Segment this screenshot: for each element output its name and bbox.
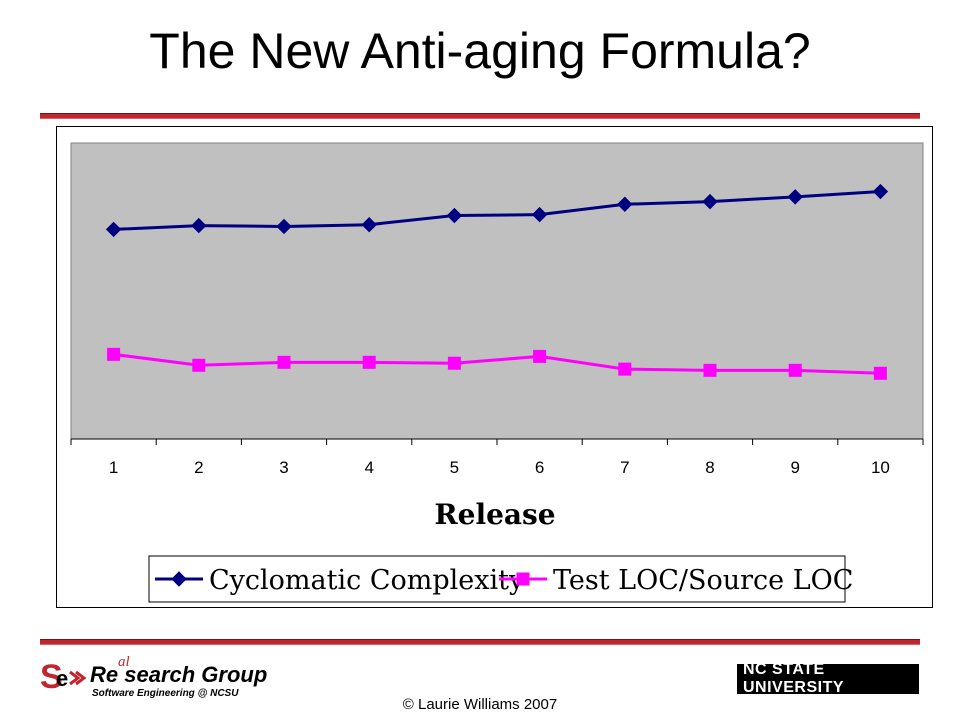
slide-title: The New Anti-aging Formula?	[149, 23, 811, 79]
data-point-square	[533, 349, 547, 363]
data-point-diamond	[617, 196, 633, 212]
copyright-footer: © Laurie Williams 2007	[402, 696, 558, 713]
research-group-logo: S e Re search Group al Software Engineer…	[40, 654, 267, 699]
data-point-diamond	[171, 571, 187, 587]
data-point-diamond	[191, 217, 207, 234]
top-divider	[40, 113, 920, 119]
data-point-diamond	[446, 207, 463, 224]
series-line-1	[113, 190, 881, 231]
data-point-square	[192, 358, 206, 372]
series-line-2	[113, 352, 881, 375]
data-point-diamond	[872, 183, 889, 200]
logo-chevron-icon	[69, 670, 87, 686]
x-tick-label: 2	[194, 458, 203, 477]
data-point-square	[873, 366, 887, 380]
data-point-diamond	[702, 193, 718, 210]
x-axis-label: Release	[434, 498, 555, 531]
chart-frame: 1 2 3 4 5 6 7 8 9 10 Release Cyclomatic Complexit…	[56, 126, 933, 608]
data-point-square	[703, 363, 717, 377]
x-tick-label: 7	[620, 458, 629, 477]
x-tick-label: 1	[109, 458, 118, 477]
bottom-divider	[40, 639, 920, 645]
x-tick-label: 3	[279, 458, 288, 477]
plot-area	[70, 142, 924, 440]
logo-group-name: Re search Group	[90, 662, 267, 687]
x-tick-label: 10	[871, 458, 890, 477]
legend-box	[148, 555, 846, 603]
data-point-square	[107, 347, 121, 361]
x-tick-label: 8	[705, 458, 714, 477]
x-tick-label: 9	[790, 458, 799, 477]
chart-legend: Cyclomatic Complexity Test LOC/Source LOC	[148, 555, 853, 603]
x-tick-label: 5	[450, 458, 459, 477]
data-point-diamond	[787, 189, 803, 205]
logo-group-letters: al	[118, 654, 130, 670]
x-axis-ticks	[70, 439, 924, 445]
x-tick-label: 4	[364, 458, 373, 477]
x-axis-tick-labels: 1 2 3 4 5 6 7 8 9 10	[109, 458, 890, 477]
data-point-diamond	[105, 221, 122, 238]
logo-subtitle: Software Engineering @ NCSU	[92, 688, 239, 699]
logo-s-mark: S	[40, 658, 63, 696]
logo-e-mark: e	[56, 666, 68, 691]
data-point-diamond	[276, 218, 292, 235]
x-tick-label: 6	[535, 458, 544, 477]
data-point-square	[362, 355, 376, 369]
nc-state-logo: NC STATE UNIVERSITY	[736, 658, 920, 700]
data-point-square	[516, 572, 530, 586]
nc-state-logo-text: NC STATE UNIVERSITY	[736, 658, 920, 700]
data-point-square	[277, 355, 291, 369]
data-point-square	[447, 356, 461, 370]
data-point-square	[618, 362, 632, 376]
legend-label-2: Test LOC/Source LOC	[553, 565, 853, 596]
data-point-diamond	[531, 206, 548, 223]
series-layer	[105, 183, 889, 380]
data-point-diamond	[361, 216, 377, 233]
legend-label-1: Cyclomatic Complexity	[209, 565, 525, 596]
data-point-square	[788, 363, 802, 377]
line-chart: 1 2 3 4 5 6 7 8 9 10 Release Cyclomatic Complexit…	[70, 142, 924, 603]
